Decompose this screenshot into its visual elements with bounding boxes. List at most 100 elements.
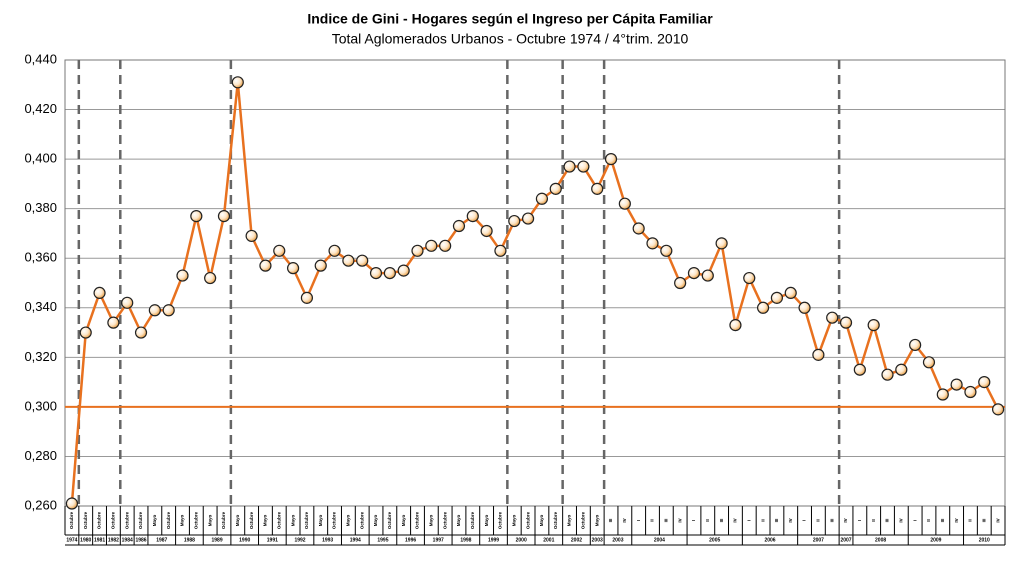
data-point — [286, 262, 300, 275]
year-label: 1995 — [377, 537, 388, 543]
x-tick-label: I — [857, 520, 862, 521]
data-point — [895, 363, 908, 376]
data-point — [950, 378, 963, 391]
x-tick-label: III — [829, 519, 834, 523]
y-tick-label: 0,320 — [24, 349, 57, 364]
x-tick-label: III — [774, 519, 779, 523]
x-tick-label: III — [981, 519, 986, 523]
data-point — [121, 296, 134, 309]
x-tick-label: II — [968, 519, 973, 522]
x-tick-label: Mayo — [207, 515, 212, 527]
data-point — [563, 160, 576, 173]
year-label: 1980 — [80, 537, 91, 543]
x-tick-label: III — [608, 519, 613, 523]
x-tick-label: Octubre — [581, 511, 586, 529]
data-point — [756, 301, 770, 314]
x-tick-label: Octubre — [498, 511, 503, 529]
data-point — [701, 269, 714, 282]
data-point — [687, 266, 701, 280]
year-label: 1982 — [108, 537, 119, 543]
x-tick-label: Octubre — [415, 511, 420, 529]
x-tick-label: Mayo — [180, 515, 185, 527]
year-label: 1990 — [239, 537, 250, 543]
x-tick-label: I — [691, 520, 696, 521]
data-point — [314, 259, 327, 272]
x-tick-label: Octubre — [69, 511, 74, 529]
y-tick-label: 0,360 — [24, 250, 57, 265]
data-point — [176, 269, 189, 282]
y-tick-label: 0,300 — [24, 398, 57, 413]
x-tick-label: Mayo — [511, 515, 516, 527]
data-point — [452, 219, 466, 233]
data-point — [300, 291, 314, 304]
x-tick-label: Octubre — [138, 511, 143, 529]
x-tick-label: I — [802, 520, 807, 521]
x-tick-label: Octubre — [276, 511, 281, 529]
year-label: 2004 — [654, 537, 665, 543]
data-point — [245, 229, 258, 243]
data-point — [439, 239, 452, 252]
year-label: 1988 — [184, 537, 195, 543]
data-point — [618, 197, 631, 210]
x-tick-label: II — [760, 519, 765, 522]
data-point — [646, 237, 659, 250]
x-tick-label: I — [636, 520, 641, 521]
y-tick-label: 0,420 — [24, 101, 57, 116]
year-label: 2005 — [709, 537, 720, 543]
x-tick-label: Octubre — [359, 511, 364, 529]
data-point — [991, 403, 1005, 416]
x-tick-label: Octubre — [442, 511, 447, 529]
data-point — [204, 271, 217, 285]
x-tick-label: Octubre — [111, 511, 116, 529]
y-tick-label: 0,400 — [24, 151, 57, 166]
year-label: 1997 — [433, 537, 444, 543]
year-label: 2009 — [930, 537, 941, 543]
data-point — [770, 291, 784, 304]
year-label: 2008 — [875, 537, 886, 543]
data-point — [397, 264, 410, 277]
x-tick-label: Mayo — [290, 515, 295, 527]
year-label: 1974 — [66, 537, 77, 543]
data-point — [535, 192, 549, 205]
x-tick-label: Octubre — [97, 511, 102, 529]
x-tick-label: II — [871, 519, 876, 522]
x-tick-label: Mayo — [429, 515, 434, 527]
data-line — [70, 82, 1000, 504]
x-tick-label: Mayo — [401, 515, 406, 527]
data-point — [812, 348, 825, 361]
data-point — [715, 237, 728, 250]
data-point — [107, 316, 120, 329]
data-point — [784, 286, 797, 300]
data-point — [922, 356, 936, 369]
x-tick-label: Mayo — [373, 515, 378, 527]
x-tick-label: Octubre — [124, 511, 129, 529]
data-point — [93, 286, 106, 300]
data-point — [853, 363, 866, 376]
x-tick-label: Octubre — [470, 511, 475, 529]
data-point — [521, 212, 535, 225]
data-point — [79, 326, 92, 339]
data-point — [632, 222, 645, 235]
x-tick-label: Octubre — [194, 511, 199, 529]
data-point — [743, 271, 756, 285]
x-tick-label: Mayo — [318, 515, 323, 527]
data-point — [964, 385, 977, 399]
data-point — [480, 224, 493, 238]
data-point — [231, 76, 244, 89]
year-label: 2003 — [612, 537, 623, 543]
data-point — [577, 160, 590, 173]
data-point — [162, 304, 175, 317]
data-point — [494, 244, 507, 257]
year-label: 1981 — [94, 537, 105, 543]
x-tick-label: Mayo — [152, 515, 157, 527]
year-label: 2006 — [764, 537, 775, 543]
data-point — [383, 266, 396, 280]
data-point — [259, 259, 272, 272]
data-point — [881, 368, 894, 381]
data-point — [867, 319, 880, 332]
x-tick-label: IV — [622, 518, 627, 522]
x-tick-label: Mayo — [346, 515, 351, 527]
data-point — [936, 388, 949, 401]
x-tick-label: Octubre — [553, 511, 558, 529]
